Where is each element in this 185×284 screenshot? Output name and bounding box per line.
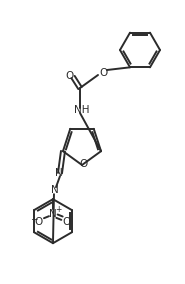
Text: N: N: [49, 209, 57, 219]
Text: −: −: [30, 215, 38, 224]
Text: O: O: [63, 217, 71, 227]
Text: O: O: [66, 71, 74, 81]
Text: O: O: [79, 159, 87, 169]
Text: O: O: [99, 68, 107, 78]
Text: N: N: [51, 185, 59, 195]
Text: O: O: [35, 217, 43, 227]
Text: NH: NH: [74, 105, 90, 115]
Text: N: N: [55, 168, 63, 178]
Text: +: +: [55, 205, 61, 214]
